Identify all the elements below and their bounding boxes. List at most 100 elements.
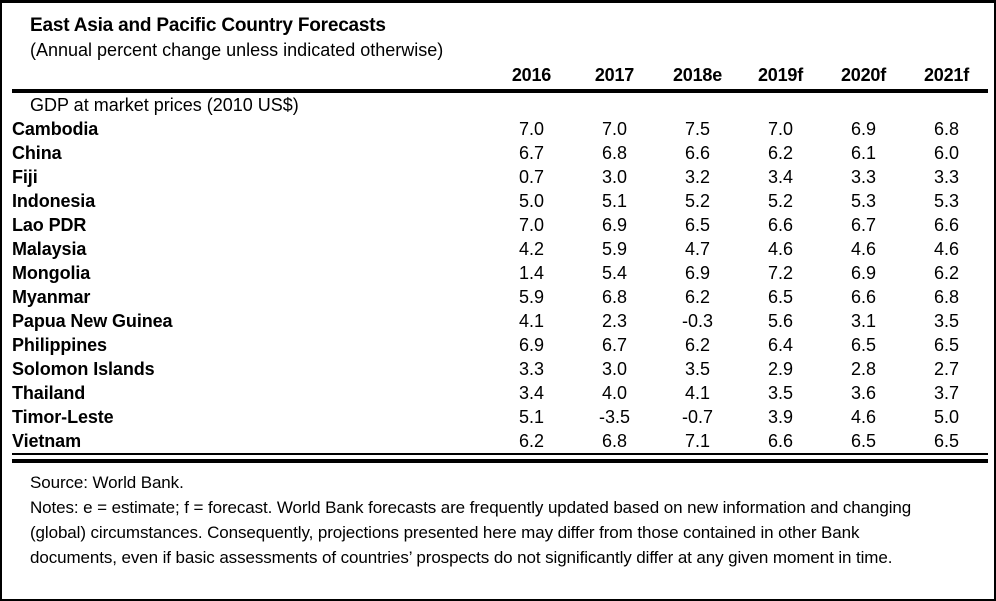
value-cell: 6.7 bbox=[850, 215, 877, 235]
value-cell: 4.6 bbox=[933, 239, 960, 259]
value-cell: 3.1 bbox=[850, 311, 877, 331]
table-row: China 6.7 6.8 6.6 6.2 6.1 6.0 bbox=[12, 141, 988, 165]
value-cell: 5.9 bbox=[518, 287, 545, 307]
value-cell: 5.2 bbox=[684, 191, 711, 211]
value-cell: 4.6 bbox=[850, 239, 877, 259]
value-cell: 4.7 bbox=[684, 239, 711, 259]
corner-header-cell bbox=[12, 65, 490, 93]
value-cell: 3.5 bbox=[933, 311, 960, 331]
page-title: East Asia and Pacific Country Forecasts bbox=[30, 15, 386, 36]
value-cell: 2.8 bbox=[850, 359, 877, 379]
value-cell: 7.5 bbox=[684, 119, 711, 139]
value-cell: 4.1 bbox=[518, 311, 545, 331]
value-cell: 6.8 bbox=[573, 429, 656, 455]
value-cell: 1.4 bbox=[518, 263, 545, 283]
country-name-cell: Mongolia bbox=[12, 263, 91, 283]
source-text: Source: World Bank. bbox=[30, 473, 184, 492]
value-cell: 5.4 bbox=[601, 263, 628, 283]
section-header-label: GDP at market prices (2010 US$) bbox=[30, 95, 299, 115]
value-cell: -3.5 bbox=[598, 407, 631, 427]
value-cell: 6.6 bbox=[767, 215, 794, 235]
value-cell: 6.5 bbox=[822, 429, 905, 455]
value-cell: 6.2 bbox=[684, 335, 711, 355]
value-cell: 3.4 bbox=[518, 383, 545, 403]
value-cell: 7.0 bbox=[601, 119, 628, 139]
value-cell: 2.7 bbox=[933, 359, 960, 379]
value-cell: 4.0 bbox=[601, 383, 628, 403]
value-cell: 6.9 bbox=[601, 215, 628, 235]
value-cell: 5.9 bbox=[601, 239, 628, 259]
footer-notes: Source: World Bank. Notes: e = estimate;… bbox=[30, 470, 964, 570]
column-header-2021f: 2021f bbox=[905, 65, 988, 93]
value-cell: 5.1 bbox=[518, 407, 545, 427]
value-cell: 6.9 bbox=[518, 335, 545, 355]
country-name-cell: Papua New Guinea bbox=[12, 311, 173, 331]
value-cell: 6.6 bbox=[850, 287, 877, 307]
table-row: Thailand 3.4 4.0 4.1 3.5 3.6 3.7 bbox=[12, 381, 988, 405]
column-header-2020f: 2020f bbox=[822, 65, 905, 93]
value-cell: 6.0 bbox=[933, 143, 960, 163]
value-cell: 0.7 bbox=[518, 167, 545, 187]
value-cell: 4.1 bbox=[684, 383, 711, 403]
value-cell: 6.2 bbox=[684, 287, 711, 307]
value-cell: 7.0 bbox=[518, 119, 545, 139]
value-cell: -0.3 bbox=[681, 311, 714, 331]
value-cell: 6.1 bbox=[850, 143, 877, 163]
country-name-cell: Philippines bbox=[12, 335, 107, 355]
value-cell: 6.7 bbox=[601, 335, 628, 355]
value-cell: 6.8 bbox=[933, 287, 960, 307]
country-name-cell: Timor-Leste bbox=[12, 407, 114, 427]
value-cell: 4.6 bbox=[767, 239, 794, 259]
value-cell: 7.0 bbox=[518, 215, 545, 235]
column-header-2019f: 2019f bbox=[739, 65, 822, 93]
value-cell: 3.5 bbox=[684, 359, 711, 379]
value-cell: 6.2 bbox=[933, 263, 960, 283]
value-cell: -0.7 bbox=[681, 407, 714, 427]
table-row: Fiji 0.7 3.0 3.2 3.4 3.3 3.3 bbox=[12, 165, 988, 189]
value-cell: 6.5 bbox=[933, 335, 960, 355]
section-header-row: GDP at market prices (2010 US$) bbox=[12, 91, 988, 117]
country-name-cell: China bbox=[12, 143, 62, 163]
table-row: Timor-Leste 5.1 -3.5 -0.7 3.9 4.6 5.0 bbox=[12, 405, 988, 429]
page-subtitle: (Annual percent change unless indicated … bbox=[30, 40, 444, 60]
value-cell: 5.1 bbox=[601, 191, 628, 211]
value-cell: 6.5 bbox=[767, 287, 794, 307]
value-cell: 7.1 bbox=[656, 429, 739, 455]
country-name-cell: Solomon Islands bbox=[12, 359, 155, 379]
value-cell: 6.8 bbox=[601, 287, 628, 307]
value-cell: 3.0 bbox=[601, 167, 628, 187]
table-row: Mongolia 1.4 5.4 6.9 7.2 6.9 6.2 bbox=[12, 261, 988, 285]
value-cell: 3.0 bbox=[601, 359, 628, 379]
value-cell: 6.9 bbox=[684, 263, 711, 283]
table-row: Myanmar 5.9 6.8 6.2 6.5 6.6 6.8 bbox=[12, 285, 988, 309]
value-cell: 3.7 bbox=[933, 383, 960, 403]
table-row: Malaysia 4.2 5.9 4.7 4.6 4.6 4.6 bbox=[12, 237, 988, 261]
value-cell: 2.9 bbox=[767, 359, 794, 379]
value-cell: 3.6 bbox=[850, 383, 877, 403]
value-cell: 5.3 bbox=[850, 191, 877, 211]
column-header-2018e: 2018e bbox=[656, 65, 739, 93]
value-cell: 4.2 bbox=[518, 239, 545, 259]
table-row: Vietnam 6.2 6.8 7.1 6.6 6.5 6.5 bbox=[12, 429, 988, 455]
value-cell: 7.0 bbox=[767, 119, 794, 139]
country-name-cell: Cambodia bbox=[12, 119, 99, 139]
value-cell: 6.7 bbox=[518, 143, 545, 163]
value-cell: 6.8 bbox=[933, 119, 960, 139]
value-cell: 6.8 bbox=[601, 143, 628, 163]
column-header-2017: 2017 bbox=[573, 65, 656, 93]
table-row: Cambodia 7.0 7.0 7.5 7.0 6.9 6.8 bbox=[12, 117, 988, 141]
notes-text: Notes: e = estimate; f = forecast. World… bbox=[30, 498, 912, 567]
value-cell: 6.6 bbox=[933, 215, 960, 235]
table-header-row: 2016 2017 2018e 2019f 2020f 2021f bbox=[12, 65, 988, 93]
value-cell: 3.3 bbox=[518, 359, 545, 379]
country-name-cell: Fiji bbox=[12, 167, 38, 187]
value-cell: 2.3 bbox=[601, 311, 628, 331]
country-name-cell: Thailand bbox=[12, 383, 86, 403]
country-name-cell: Lao PDR bbox=[12, 215, 87, 235]
value-cell: 3.3 bbox=[850, 167, 877, 187]
value-cell: 3.3 bbox=[933, 167, 960, 187]
value-cell: 5.6 bbox=[767, 311, 794, 331]
forecast-table: 2016 2017 2018e 2019f 2020f 2021f GDP at… bbox=[12, 65, 988, 463]
value-cell: 6.6 bbox=[739, 429, 822, 455]
